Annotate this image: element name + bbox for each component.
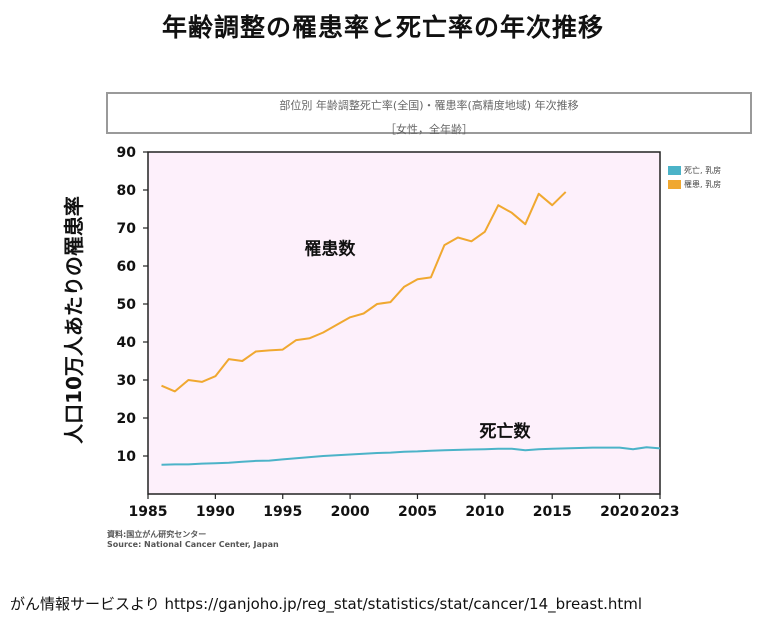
- y-tick-label: 70: [117, 221, 137, 237]
- x-tick-label: 2023: [641, 504, 680, 520]
- y-axis-label: 人口10万人あたりの罹患率: [62, 196, 86, 444]
- legend-swatch-incidence: [668, 179, 681, 189]
- legend-swatch-deaths: [668, 165, 681, 175]
- footer-source-link: がん情報サービスより https://ganjoho.jp/reg_stat/s…: [10, 595, 643, 613]
- legend-item-incidence: 罹患, 乳房: [668, 177, 721, 191]
- y-tick-label: 90: [117, 145, 137, 161]
- source-note: 資料:国立がん研究センター Source: National Cancer Ce…: [107, 530, 279, 550]
- y-tick-label: 40: [117, 335, 137, 351]
- annotation-deaths: 死亡数: [480, 421, 532, 442]
- x-tick-label: 1995: [263, 504, 302, 520]
- series-line-incidence: [161, 191, 567, 393]
- x-tick-label: 1990: [196, 504, 235, 520]
- y-tick-label: 30: [117, 373, 137, 389]
- plot-area: [147, 151, 661, 495]
- x-tick-label: 2005: [398, 504, 437, 520]
- y-tick-label: 10: [117, 449, 137, 465]
- y-tick-label: 80: [117, 183, 137, 199]
- chart-title: 部位別 年齢調整死亡率(全国)・罹患率(高精度地域) 年次推移: [279, 99, 579, 112]
- source-line-en: Source: National Cancer Center, Japan: [107, 540, 279, 549]
- annotation-incidence: 罹患数: [304, 239, 356, 260]
- y-tick-label: 60: [117, 259, 137, 275]
- legend-label-incidence: 罹患, 乳房: [684, 179, 722, 189]
- legend-label-deaths: 死亡, 乳房: [684, 165, 722, 175]
- series-line-deaths: [161, 446, 661, 466]
- legend: 死亡, 乳房 罹患, 乳房: [668, 163, 721, 191]
- x-tick-label: 2010: [465, 504, 504, 520]
- chart-subtitle: ［女性，全年齢］: [385, 123, 473, 136]
- x-tick-label: 2015: [533, 504, 572, 520]
- x-tick-label: 2020: [600, 504, 639, 520]
- chart-header-box: 部位別 年齢調整死亡率(全国)・罹患率(高精度地域) 年次推移 ［女性，全年齢］: [106, 92, 752, 136]
- page-title: 年齢調整の罹患率と死亡率の年次推移: [161, 13, 604, 42]
- legend-item-deaths: 死亡, 乳房: [668, 163, 721, 177]
- y-tick-label: 20: [117, 411, 137, 427]
- y-tick-label: 50: [117, 297, 137, 313]
- source-line-ja: 資料:国立がん研究センター: [107, 530, 207, 539]
- x-tick-label: 1985: [129, 504, 168, 520]
- x-tick-label: 2000: [331, 504, 370, 520]
